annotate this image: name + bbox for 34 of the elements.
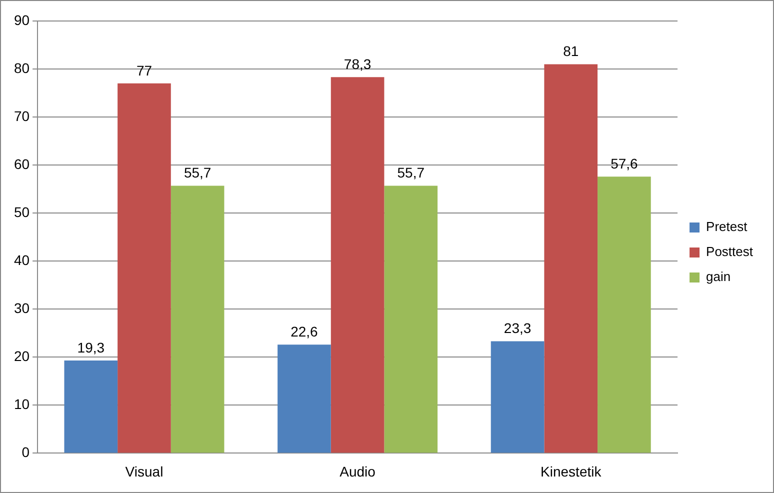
legend-label: Pretest xyxy=(706,219,748,234)
data-label: 19,3 xyxy=(77,339,105,356)
data-label: 23,3 xyxy=(504,320,532,336)
x-tick-label: Kinestetik xyxy=(540,463,602,480)
y-tick-label: 90 xyxy=(14,12,30,28)
bar xyxy=(118,83,171,453)
data-label: 22,6 xyxy=(290,324,318,340)
legend-label: gain xyxy=(706,269,731,284)
bar xyxy=(384,186,438,453)
bar xyxy=(64,360,118,453)
y-tick-label: 60 xyxy=(14,156,30,172)
y-tick-label: 0 xyxy=(22,444,30,460)
y-tick-label: 30 xyxy=(14,300,30,316)
y-tick-label: 10 xyxy=(14,396,30,412)
y-tick-label: 40 xyxy=(14,252,30,268)
data-label: 78,3 xyxy=(344,56,372,72)
bar xyxy=(170,186,224,453)
x-tick-label: Visual xyxy=(125,463,164,480)
bar xyxy=(598,176,651,453)
x-tick-label: Audio xyxy=(340,463,376,480)
y-tick-label: 20 xyxy=(14,348,30,364)
data-label: 81 xyxy=(563,43,579,60)
bar xyxy=(278,344,331,453)
bar xyxy=(544,64,598,453)
data-label: 77 xyxy=(136,62,152,78)
bar xyxy=(490,341,544,453)
data-label: 55,7 xyxy=(184,164,212,181)
data-label: 55,7 xyxy=(397,164,425,181)
bar xyxy=(330,77,384,453)
legend-label: Posttest xyxy=(706,244,754,260)
y-tick-label: 80 xyxy=(14,60,30,76)
y-tick-label: 50 xyxy=(14,204,30,220)
data-label: 57,6 xyxy=(610,155,638,172)
y-tick-label: 70 xyxy=(14,108,30,124)
